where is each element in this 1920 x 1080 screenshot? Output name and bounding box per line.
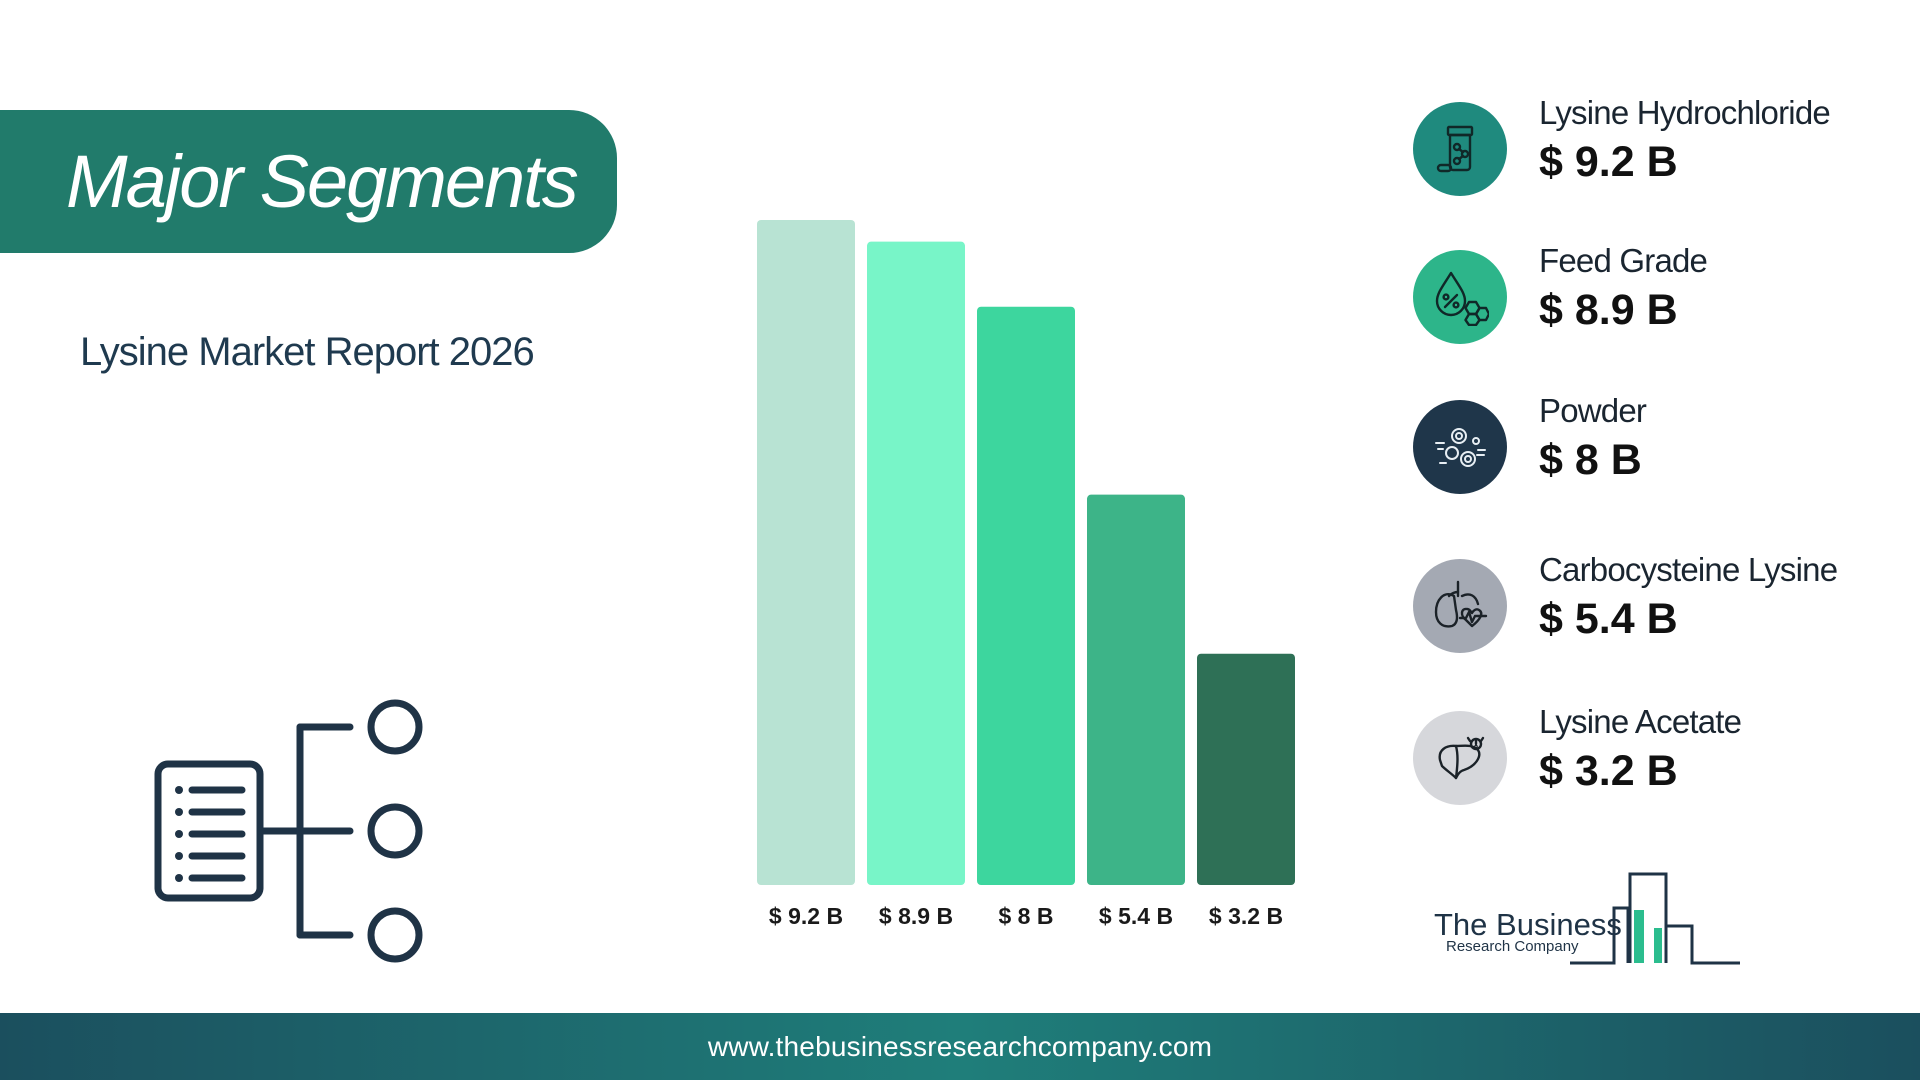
legend-label: Carbocysteine Lysine: [1539, 551, 1838, 588]
legend-value: $ 3.2 B: [1539, 747, 1678, 795]
bar-label-4: $ 5.4 B: [1099, 903, 1173, 929]
legend-item-powder: Powder $ 8 B: [1413, 392, 1873, 510]
title-banner: Major Segments: [0, 110, 617, 253]
legend-label: Lysine Acetate: [1539, 703, 1742, 740]
particles-icon: [1435, 428, 1486, 467]
bar-label-1: $ 9.2 B: [769, 903, 843, 929]
bar-2: [867, 241, 965, 885]
legend-badge: [1413, 559, 1507, 653]
legend-item-lysine-hydrochloride: Lysine Hydrochloride $ 9.2 B: [1413, 94, 1873, 212]
bar-label-5: $ 3.2 B: [1209, 903, 1283, 929]
company-logo: The Business Research Company: [1434, 872, 1740, 965]
legend-value: $ 8.9 B: [1539, 286, 1678, 334]
report-subtitle: Lysine Market Report 2026: [80, 330, 535, 374]
legend-badge: [1413, 711, 1507, 805]
logo-name: The Business: [1434, 907, 1622, 942]
legend-value: $ 5.4 B: [1539, 595, 1678, 643]
website-link[interactable]: www.thebusinessresearchcompany.com: [707, 1030, 1213, 1062]
legend-badge: [1413, 400, 1507, 494]
logo-tagline: Research Company: [1446, 938, 1579, 955]
legend-label: Lysine Hydrochloride: [1539, 94, 1831, 131]
footer: www.thebusinessresearchcompany.com: [0, 1013, 1920, 1080]
bar-label-2: $ 8.9 B: [879, 903, 953, 929]
liver-icon: [1438, 736, 1485, 780]
legend-badge: [1413, 102, 1507, 196]
legend-item-carbocysteine-lysine: Carbocysteine Lysine $ 5.4 B: [1413, 551, 1873, 669]
bar-1: [757, 220, 855, 885]
legend-value: $ 9.2 B: [1539, 138, 1678, 186]
legend-item-feed-grade: Feed Grade $ 8.9 B: [1413, 242, 1873, 360]
bar-4: [1087, 494, 1185, 885]
legend-badge: [1413, 250, 1507, 344]
bar-5: [1197, 653, 1295, 885]
nutrient-drop-icon: [1435, 271, 1489, 326]
segment-bar-chart: $ 9.2 B $ 8.9 B $ 8 B $ 5.4 B $ 3.2 B: [757, 220, 1295, 929]
medicine-bottle-icon: [1436, 125, 1474, 173]
legend-label: Feed Grade: [1539, 242, 1708, 279]
legend-label: Powder: [1539, 392, 1647, 429]
segments-tree-icon: [154, 699, 423, 963]
legend-item-lysine-acetate: Lysine Acetate $ 3.2 B: [1413, 703, 1873, 821]
bar-3: [977, 306, 1075, 885]
legend-value: $ 8 B: [1539, 436, 1642, 484]
page-title: Major Segments: [66, 140, 579, 223]
lungs-heartbeat-icon: [1434, 580, 1488, 628]
bar-label-3: $ 8 B: [999, 903, 1054, 929]
